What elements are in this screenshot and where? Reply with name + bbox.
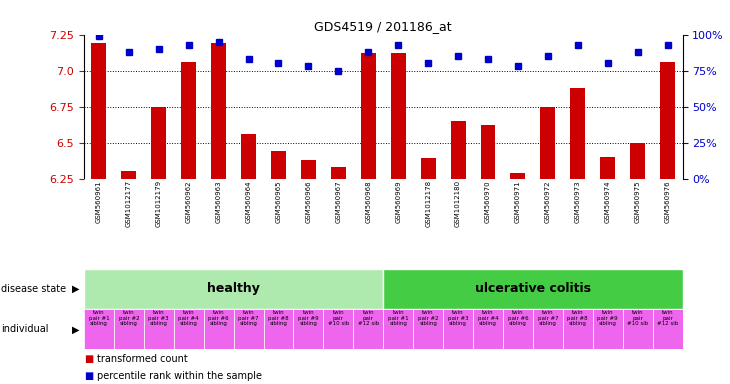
- Text: GSM1012178: GSM1012178: [425, 180, 431, 227]
- Text: twin
pair #6
sibling: twin pair #6 sibling: [208, 310, 229, 326]
- Text: transformed count: transformed count: [97, 354, 188, 364]
- Text: ▶: ▶: [72, 324, 79, 334]
- Bar: [271, 151, 286, 179]
- Text: twin
pair #9
sibling: twin pair #9 sibling: [298, 310, 319, 326]
- Text: GSM560970: GSM560970: [485, 180, 491, 223]
- Text: twin
pair #1
sibling: twin pair #1 sibling: [388, 310, 409, 326]
- Text: GSM560976: GSM560976: [664, 180, 671, 223]
- Bar: [264, 309, 293, 349]
- Bar: [563, 309, 593, 349]
- Bar: [630, 142, 645, 179]
- Bar: [420, 159, 436, 179]
- Bar: [234, 309, 264, 349]
- Text: GSM560968: GSM560968: [365, 180, 372, 223]
- Bar: [600, 157, 615, 179]
- Text: GSM1012180: GSM1012180: [455, 180, 461, 227]
- Bar: [174, 309, 204, 349]
- Text: twin
pair #3
sibling: twin pair #3 sibling: [148, 310, 169, 326]
- Bar: [293, 309, 323, 349]
- Text: ulcerative colitis: ulcerative colitis: [475, 283, 591, 295]
- Bar: [361, 53, 376, 179]
- Text: GSM560961: GSM560961: [96, 180, 102, 223]
- Bar: [144, 309, 174, 349]
- Text: percentile rank within the sample: percentile rank within the sample: [97, 371, 262, 381]
- Bar: [84, 309, 114, 349]
- Text: twin
pair
#10 sib: twin pair #10 sib: [627, 310, 648, 326]
- Bar: [533, 309, 563, 349]
- Bar: [84, 269, 383, 309]
- Text: twin
pair
#12 sib: twin pair #12 sib: [358, 310, 379, 326]
- Text: disease state: disease state: [1, 284, 66, 294]
- Text: ▶: ▶: [72, 284, 79, 294]
- Bar: [204, 309, 234, 349]
- Bar: [114, 309, 144, 349]
- Text: GSM560972: GSM560972: [545, 180, 551, 223]
- Bar: [510, 173, 526, 179]
- Text: GSM1012179: GSM1012179: [155, 180, 162, 227]
- Text: twin
pair #1
sibling: twin pair #1 sibling: [88, 310, 110, 326]
- Text: twin
pair
#10 sib: twin pair #10 sib: [328, 310, 349, 326]
- Bar: [383, 309, 413, 349]
- Text: GSM560975: GSM560975: [634, 180, 641, 223]
- Text: individual: individual: [1, 324, 49, 334]
- Text: twin
pair #2
sibling: twin pair #2 sibling: [118, 310, 139, 326]
- Text: twin
pair #8
sibling: twin pair #8 sibling: [567, 310, 588, 326]
- Text: GSM560963: GSM560963: [215, 180, 222, 223]
- Text: GSM560973: GSM560973: [575, 180, 581, 223]
- Bar: [211, 43, 226, 179]
- Bar: [660, 62, 675, 179]
- Bar: [540, 107, 556, 179]
- Text: twin
pair #7
sibling: twin pair #7 sibling: [537, 310, 558, 326]
- Bar: [473, 309, 503, 349]
- Text: GSM560967: GSM560967: [335, 180, 342, 223]
- Text: GSM560964: GSM560964: [245, 180, 252, 223]
- Text: ■: ■: [84, 354, 93, 364]
- Bar: [121, 171, 137, 179]
- Bar: [450, 121, 466, 179]
- Bar: [241, 134, 256, 179]
- Text: GSM560965: GSM560965: [275, 180, 282, 223]
- Bar: [151, 107, 166, 179]
- Bar: [353, 309, 383, 349]
- Bar: [653, 309, 683, 349]
- Text: GSM560974: GSM560974: [604, 180, 611, 223]
- Bar: [623, 309, 653, 349]
- Bar: [503, 309, 533, 349]
- Title: GDS4519 / 201186_at: GDS4519 / 201186_at: [315, 20, 452, 33]
- Text: twin
pair
#12 sib: twin pair #12 sib: [657, 310, 678, 326]
- Text: GSM560966: GSM560966: [305, 180, 312, 223]
- Text: healthy: healthy: [207, 283, 260, 295]
- Text: GSM1012177: GSM1012177: [126, 180, 132, 227]
- Text: GSM560962: GSM560962: [185, 180, 192, 223]
- Bar: [301, 160, 316, 179]
- Bar: [383, 269, 683, 309]
- Text: twin
pair #3
sibling: twin pair #3 sibling: [447, 310, 469, 326]
- Text: twin
pair #4
sibling: twin pair #4 sibling: [178, 310, 199, 326]
- Bar: [323, 309, 353, 349]
- Bar: [480, 125, 496, 179]
- Text: twin
pair #2
sibling: twin pair #2 sibling: [418, 310, 439, 326]
- Text: ■: ■: [84, 371, 93, 381]
- Text: twin
pair #6
sibling: twin pair #6 sibling: [507, 310, 529, 326]
- Bar: [570, 88, 585, 179]
- Text: twin
pair #4
sibling: twin pair #4 sibling: [477, 310, 499, 326]
- Bar: [391, 53, 406, 179]
- Bar: [413, 309, 443, 349]
- Text: GSM560971: GSM560971: [515, 180, 521, 223]
- Bar: [443, 309, 473, 349]
- Bar: [181, 62, 196, 179]
- Text: twin
pair #8
sibling: twin pair #8 sibling: [268, 310, 289, 326]
- Bar: [331, 167, 346, 179]
- Bar: [593, 309, 623, 349]
- Bar: [91, 43, 107, 179]
- Text: twin
pair #7
sibling: twin pair #7 sibling: [238, 310, 259, 326]
- Text: GSM560969: GSM560969: [395, 180, 402, 223]
- Text: twin
pair #9
sibling: twin pair #9 sibling: [597, 310, 618, 326]
